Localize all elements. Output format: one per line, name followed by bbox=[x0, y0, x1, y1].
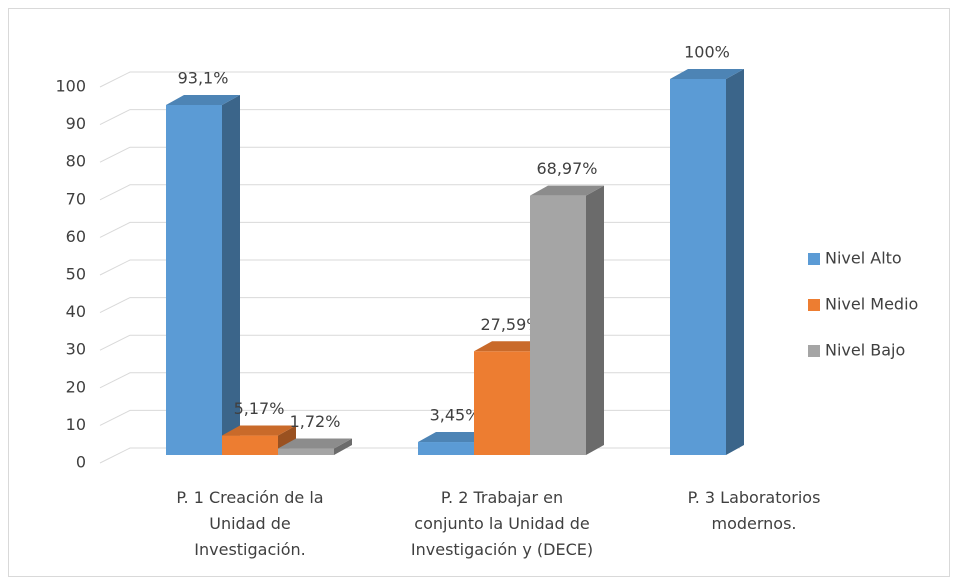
bar bbox=[530, 185, 604, 456]
x-tick-line: Investigación y (DECE) bbox=[411, 540, 593, 559]
x-tick-line: Unidad de bbox=[209, 514, 291, 533]
legend-label: Nivel Medio bbox=[825, 295, 918, 314]
legend-swatch bbox=[808, 253, 820, 265]
data-label: 5,17% bbox=[234, 399, 285, 418]
y-tick-label: 70 bbox=[66, 189, 86, 208]
x-tick-line: P. 3 Laboratorios bbox=[688, 488, 821, 507]
data-label: 27,59% bbox=[480, 315, 541, 334]
bar-side bbox=[586, 185, 604, 456]
y-tick-label: 50 bbox=[66, 265, 86, 284]
y-tick-label: 20 bbox=[66, 377, 86, 396]
legend-label: Nivel Bajo bbox=[825, 341, 905, 360]
bar-front bbox=[222, 435, 278, 455]
bar-front bbox=[166, 104, 222, 455]
bar-top bbox=[530, 185, 604, 196]
bar bbox=[166, 94, 240, 455]
bar bbox=[278, 438, 352, 455]
legend-label: Nivel Alto bbox=[825, 249, 902, 268]
bar-front bbox=[670, 79, 726, 455]
bar-top bbox=[222, 425, 296, 436]
bar-top bbox=[474, 341, 548, 352]
y-tick-label: 0 bbox=[76, 453, 86, 472]
x-tick-line: conjunto la Unidad de bbox=[414, 514, 589, 533]
y-tick-label: 10 bbox=[66, 415, 86, 434]
data-label: 1,72% bbox=[290, 412, 341, 431]
x-tick-line: modernos. bbox=[711, 514, 796, 533]
legend-swatch bbox=[808, 299, 820, 311]
bar-side bbox=[726, 69, 744, 455]
x-tick-label: P. 2 Trabajar en conjunto la Unidad de Inv… bbox=[411, 488, 593, 559]
bar-front bbox=[418, 442, 474, 455]
grid-line bbox=[99, 109, 740, 126]
grid-line bbox=[99, 146, 740, 163]
bar-front bbox=[278, 448, 334, 455]
data-label: 68,97% bbox=[536, 159, 597, 178]
x-tick-line: Investigación. bbox=[194, 540, 305, 559]
bar-top bbox=[166, 94, 240, 105]
bar-side bbox=[222, 94, 240, 455]
bar bbox=[670, 69, 744, 455]
bar-top bbox=[278, 438, 352, 449]
y-tick-label: 40 bbox=[66, 302, 86, 321]
x-tick-line: P. 2 Trabajar en bbox=[441, 488, 563, 507]
bar-front bbox=[530, 195, 586, 456]
y-tick-label: 30 bbox=[66, 340, 86, 359]
x-tick-label: P. 3 Laboratorios modernos. bbox=[688, 488, 821, 533]
data-label: 93,1% bbox=[178, 68, 229, 87]
bar-top bbox=[418, 432, 492, 443]
bar-top bbox=[670, 69, 744, 79]
chart-border bbox=[8, 8, 950, 577]
y-tick-label: 90 bbox=[66, 114, 86, 133]
x-tick-line: P. 1 Creación de la bbox=[176, 488, 323, 507]
legend-swatch bbox=[808, 345, 820, 357]
grid-line bbox=[99, 71, 740, 88]
y-tick-label: 80 bbox=[66, 152, 86, 171]
data-label: 3,45% bbox=[430, 406, 481, 425]
grid-line bbox=[99, 184, 740, 201]
data-label: 100% bbox=[684, 43, 730, 62]
bar-side bbox=[334, 438, 352, 455]
y-tick-label: 60 bbox=[66, 227, 86, 246]
bar-front bbox=[474, 351, 530, 455]
y-tick-label: 100 bbox=[55, 77, 86, 96]
x-tick-label: P. 1 Creación de la Unidad de Investigació… bbox=[176, 488, 323, 559]
